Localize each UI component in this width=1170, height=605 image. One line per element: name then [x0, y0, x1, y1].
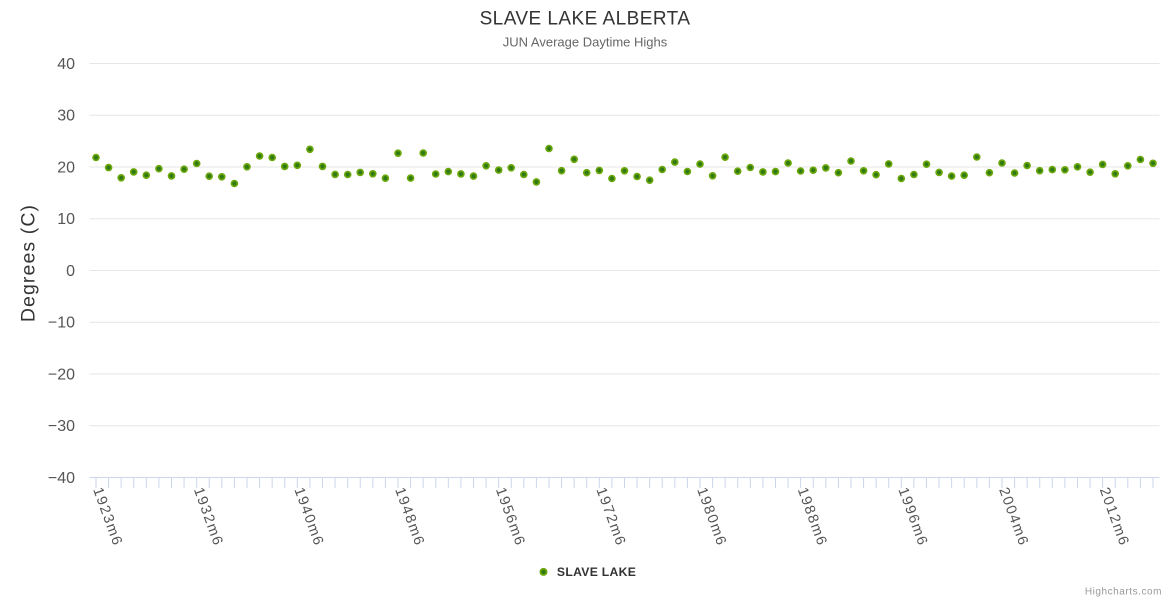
- svg-text:−10: −10: [48, 315, 75, 332]
- svg-text:SLAVE LAKE ALBERTA: SLAVE LAKE ALBERTA: [480, 9, 691, 30]
- svg-text:Highcharts.com: Highcharts.com: [1085, 587, 1162, 598]
- svg-text:0: 0: [66, 263, 75, 280]
- svg-text:30: 30: [57, 108, 75, 125]
- svg-text:SLAVE LAKE: SLAVE LAKE: [557, 565, 636, 579]
- svg-text:−20: −20: [48, 366, 75, 383]
- svg-text:Degrees (C): Degrees (C): [18, 204, 40, 322]
- svg-text:40: 40: [57, 56, 75, 73]
- svg-text:20: 20: [57, 159, 75, 176]
- svg-text:−40: −40: [48, 470, 75, 487]
- svg-text:−30: −30: [48, 418, 75, 435]
- svg-text:10: 10: [57, 211, 75, 228]
- svg-text:JUN Average Daytime Highs: JUN Average Daytime Highs: [503, 35, 668, 50]
